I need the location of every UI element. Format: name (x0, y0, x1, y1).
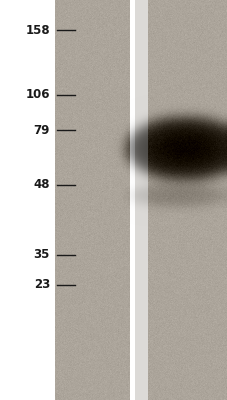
Text: 106: 106 (25, 88, 50, 102)
Text: 23: 23 (34, 278, 50, 292)
Text: 35: 35 (33, 248, 50, 262)
Text: 79: 79 (33, 124, 50, 136)
Text: 48: 48 (33, 178, 50, 192)
Text: 158: 158 (25, 24, 50, 36)
